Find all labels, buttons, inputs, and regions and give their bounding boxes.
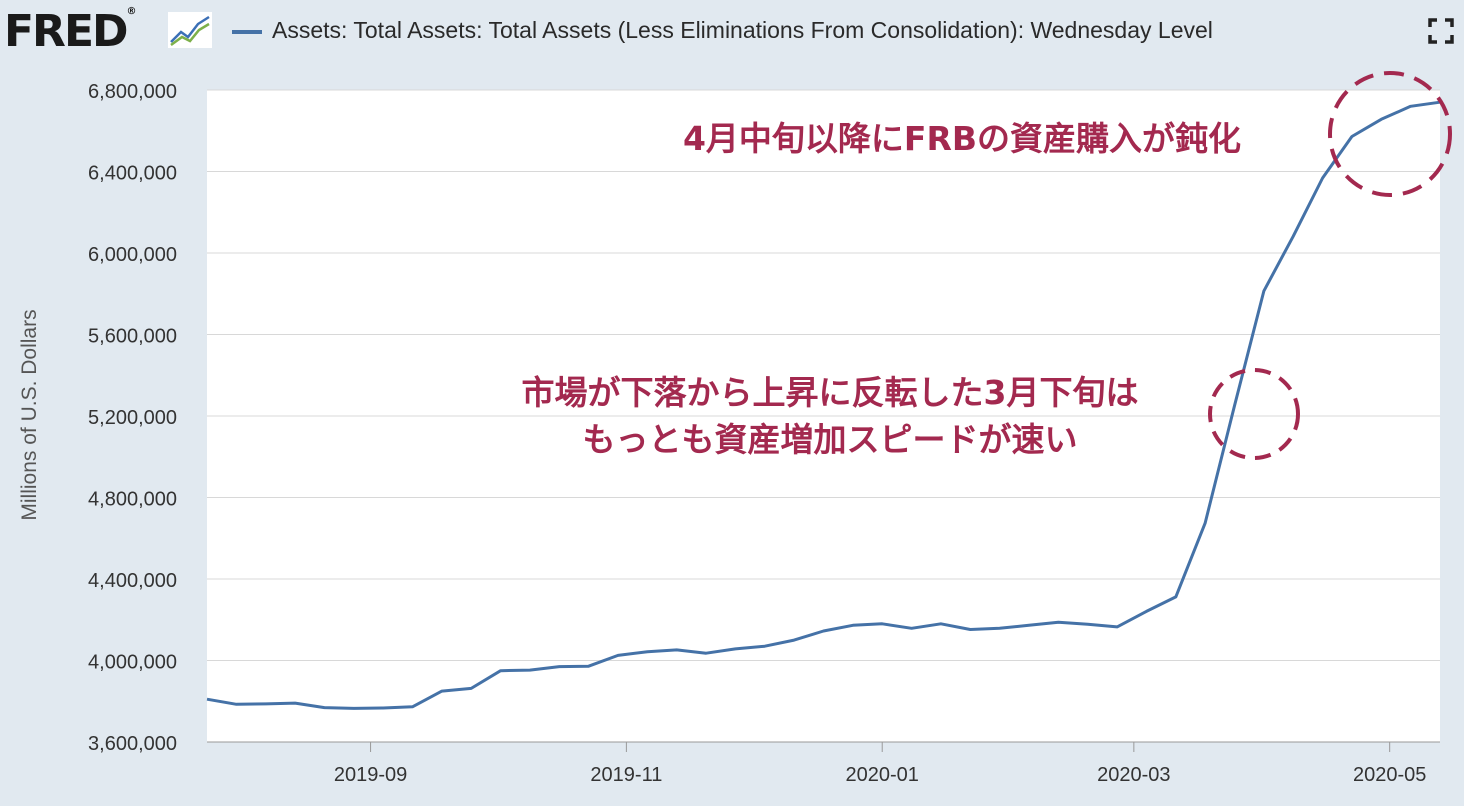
fullscreen-expand-icon[interactable] [1428,18,1454,44]
y-tick-label: 6,800,000 [88,81,177,103]
annotation-text-top: 4月中旬以降にFRBの資産購入が鈍化 [683,119,1241,158]
y-tick-label: 6,000,000 [88,244,177,266]
annotation-text-middle-line2: もっとも資産増加スピードが速い [583,420,1078,459]
y-tick-label: 5,600,000 [88,326,177,348]
annotation-text-middle-line1: 市場が下落から上昇に反転した3月下旬は [522,373,1139,412]
series-line [206,100,1441,710]
logo-registered-mark: ® [126,6,137,17]
chart-header: FRED® Assets: Total Assets: Total Assets… [0,0,1464,64]
y-tick-label: 5,200,000 [88,407,177,429]
fred-logo[interactable]: FRED® [4,6,137,57]
y-tick-label: 4,400,000 [88,570,177,592]
x-tick-label: 2020-05 [1353,764,1426,786]
y-tick-label: 4,800,000 [88,489,177,511]
x-tick-label: 2020-03 [1097,764,1170,786]
x-tick-label: 2019-09 [334,764,407,786]
line-chart-icon [168,12,212,48]
logo-text: FRED [4,6,129,57]
legend-series-label[interactable]: Assets: Total Assets: Total Assets (Less… [272,17,1213,43]
annotation-circle-top [1328,71,1452,197]
x-tick-label: 2020-01 [846,764,919,786]
y-tick-label: 6,400,000 [88,163,177,185]
y-tick-label: 4,000,000 [88,652,177,674]
y-tick-label: 3,600,000 [88,733,177,755]
annotation-circle-middle [1208,368,1300,460]
x-tick-label: 2019-11 [590,764,662,786]
legend-series-swatch [232,30,262,34]
